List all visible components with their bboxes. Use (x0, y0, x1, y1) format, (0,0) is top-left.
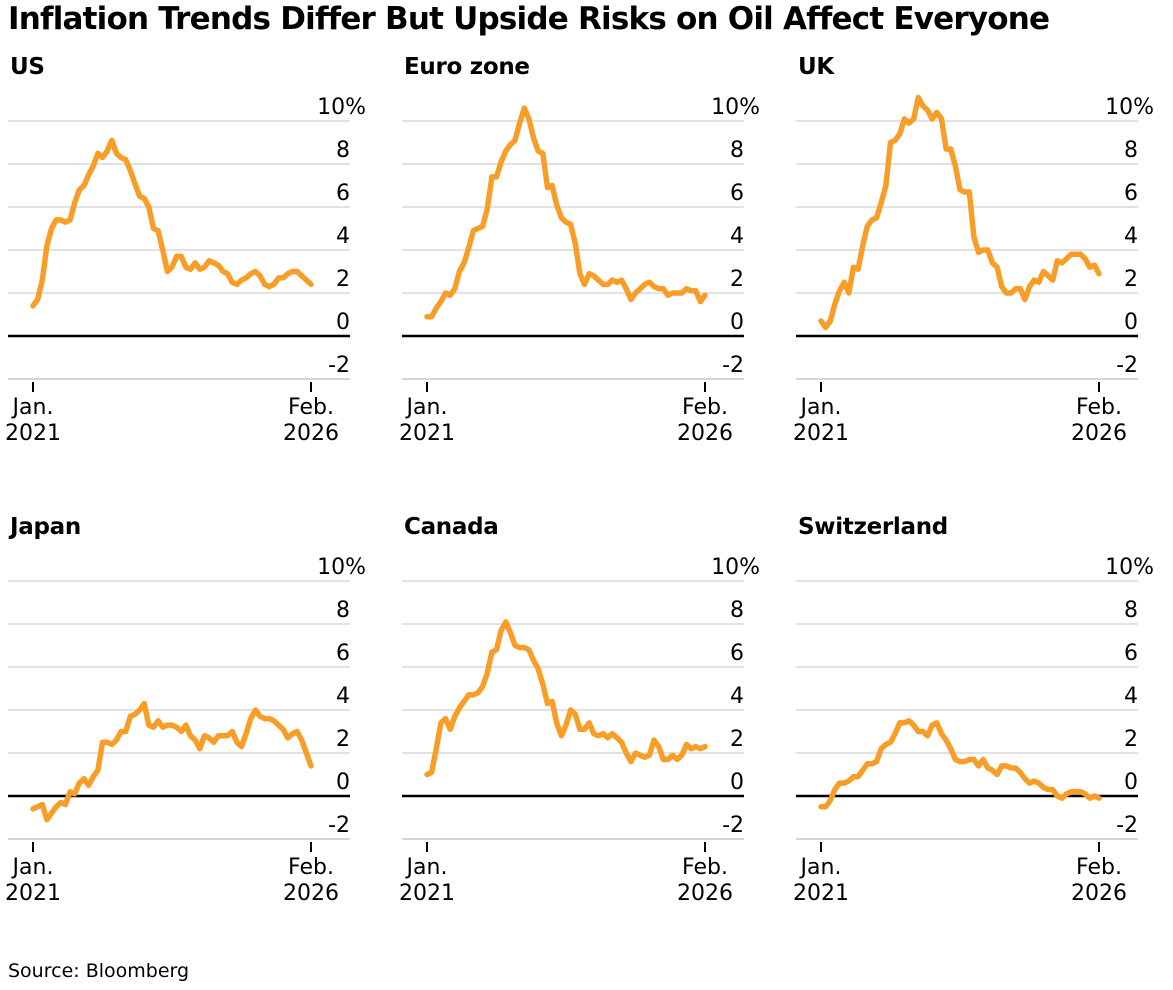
y-axis-label: 4 (1124, 684, 1138, 709)
japan-line-chart: 10% 8 6 4 2 0 -2 (8, 555, 366, 852)
y-axis-label: 10% (317, 95, 366, 120)
x-axis-end-label: Feb. 2026 (677, 854, 733, 907)
chart-area-uk: 10% 8 6 4 2 0 -2 Jan. 2021 Feb. 2026 (793, 91, 1173, 446)
y-axis-label: 4 (1124, 224, 1138, 249)
y-axis-label: -2 (1116, 813, 1138, 838)
panel-title-us: US (10, 53, 45, 80)
panel-japan: Japan 10% 8 6 4 2 0 -2 Jan. 2021 Feb. 2026 (5, 513, 386, 946)
y-axis-label: -2 (328, 353, 350, 378)
chart-area-japan: 10% 8 6 4 2 0 -2 Jan. 2021 Feb. 2026 (5, 551, 386, 906)
y-axis-label: 8 (730, 138, 744, 163)
x-axis-start-label: Jan. 2021 (793, 394, 849, 447)
canada-line-chart: 10% 8 6 4 2 0 -2 (402, 555, 760, 852)
y-axis-label: 4 (730, 684, 744, 709)
y-axis-label: 10% (711, 95, 760, 120)
us-line-chart: 10% 8 6 4 2 0 -2 (8, 95, 366, 392)
inflation-line (818, 717, 1102, 810)
y-axis-label: 2 (336, 727, 350, 752)
panel-title-canada: Canada (404, 513, 499, 540)
y-axis-label: 0 (336, 770, 350, 795)
panel-us: US 10% 8 6 4 2 0 -2 Jan. 2021 Feb. 2026 (5, 53, 386, 486)
y-axis-label: 2 (336, 267, 350, 292)
chart-title: Inflation Trends Differ But Upside Risks… (8, 1, 1050, 37)
y-axis-label: 2 (730, 267, 744, 292)
switzerland-line-chart: 10% 8 6 4 2 0 -2 (796, 555, 1154, 852)
x-axis-start-label: Jan. 2021 (5, 394, 61, 447)
y-axis-label: 4 (730, 224, 744, 249)
x-axis-start-label: Jan. 2021 (399, 854, 455, 907)
x-axis-start-label: Jan. 2021 (793, 854, 849, 907)
x-axis-start-label: Jan. 2021 (399, 394, 455, 447)
x-axis-end-label: Feb. 2026 (1071, 854, 1127, 907)
chart-area-euro-zone: 10% 8 6 4 2 0 -2 Jan. 2021 Feb. 2026 (399, 91, 780, 446)
panel-uk: UK 10% 8 6 4 2 0 -2 Jan. 2021 Feb. 2026 (793, 53, 1173, 486)
y-axis-label: 10% (711, 555, 760, 580)
y-axis-label: -2 (722, 813, 744, 838)
y-axis-label: 0 (1124, 310, 1138, 335)
uk-line-chart: 10% 8 6 4 2 0 -2 (796, 94, 1154, 392)
inflation-line (818, 94, 1102, 330)
y-axis-label: 6 (730, 181, 744, 206)
y-axis-label: 6 (1124, 181, 1138, 206)
y-axis-label: -2 (1116, 353, 1138, 378)
x-axis-start-label: Jan. 2021 (5, 854, 61, 907)
y-axis-label: 2 (1124, 267, 1138, 292)
panel-euro-zone: Euro zone 10% 8 6 4 2 0 -2 Jan. 2021 Feb. 2026 (399, 53, 780, 486)
y-axis-label: 8 (730, 598, 744, 623)
y-axis-label: 2 (730, 727, 744, 752)
x-axis-end-label: Feb. 2026 (283, 394, 339, 447)
panel-title-japan: Japan (10, 513, 81, 540)
y-axis-label: 0 (730, 310, 744, 335)
y-axis-label: 0 (730, 770, 744, 795)
inflation-line (424, 618, 708, 777)
y-axis-label: -2 (722, 353, 744, 378)
x-axis-end-label: Feb. 2026 (677, 394, 733, 447)
y-axis-label: -2 (328, 813, 350, 838)
y-axis-label: 8 (336, 598, 350, 623)
y-axis-label: 6 (1124, 641, 1138, 666)
y-axis-label: 8 (1124, 138, 1138, 163)
y-axis-label: 10% (1105, 95, 1154, 120)
y-axis-label: 8 (1124, 598, 1138, 623)
panel-switzerland: Switzerland 10% 8 6 4 2 0 -2 Jan. 2021 Feb. 20… (793, 513, 1173, 946)
chart-area-canada: 10% 8 6 4 2 0 -2 Jan. 2021 Feb. 2026 (399, 551, 780, 906)
y-axis-label: 6 (730, 641, 744, 666)
y-axis-label: 4 (336, 224, 350, 249)
inflation-line (30, 700, 314, 822)
x-axis-end-label: Feb. 2026 (1071, 394, 1127, 447)
inflation-line (30, 137, 314, 309)
panel-title-uk: UK (798, 53, 834, 80)
y-axis-label: 4 (336, 684, 350, 709)
x-axis-end-label: Feb. 2026 (283, 854, 339, 907)
panel-canada: Canada 10% 8 6 4 2 0 -2 Jan. 2021 Feb. 2026 (399, 513, 780, 946)
y-axis-label: 0 (1124, 770, 1138, 795)
y-axis-label: 10% (1105, 555, 1154, 580)
source-note: Source: Bloomberg (8, 959, 190, 982)
y-axis-label: 10% (317, 555, 366, 580)
y-axis-label: 6 (336, 181, 350, 206)
y-axis-label: 8 (336, 138, 350, 163)
chart-area-us: 10% 8 6 4 2 0 -2 Jan. 2021 Feb. 2026 (5, 91, 386, 446)
euro-zone-line-chart: 10% 8 6 4 2 0 -2 (402, 95, 760, 392)
panel-grid: US 10% 8 6 4 2 0 -2 Jan. 2021 Feb. 2026 Euro z… (0, 54, 1173, 946)
y-axis-label: 6 (336, 641, 350, 666)
y-axis-label: 0 (336, 310, 350, 335)
panel-title-euro-zone: Euro zone (404, 53, 530, 80)
chart-area-switzerland: 10% 8 6 4 2 0 -2 Jan. 2021 Feb. 2026 (793, 551, 1173, 906)
panel-title-switzerland: Switzerland (798, 513, 948, 540)
inflation-line (424, 104, 708, 320)
y-axis-label: 2 (1124, 727, 1138, 752)
